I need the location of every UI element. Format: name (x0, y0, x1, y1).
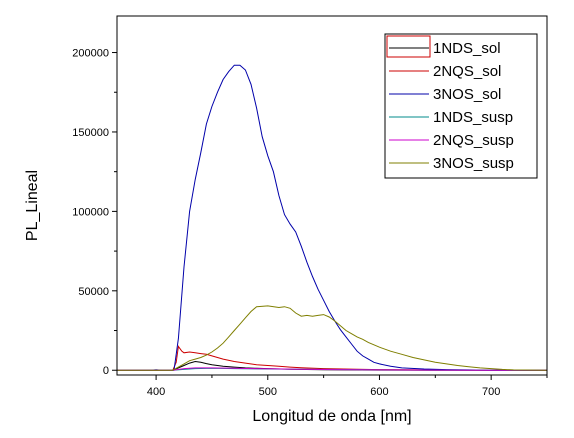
legend: 1NDS_sol 2NQS_sol 3NOS_sol 1NDS_susp 2NQS_su… (384, 33, 538, 179)
x-axis-ticks: 400 500 600 700 (147, 375, 548, 398)
legend-label: 2NQS_sol (433, 63, 501, 80)
y-tick-label: 200000 (72, 48, 109, 60)
y-axis-title: PL_Lineal (24, 170, 41, 241)
x-tick-label: 700 (482, 386, 500, 398)
y-tick-label: 150000 (72, 127, 109, 139)
series-line-3NOS_sol (117, 64, 547, 371)
x-tick-label: 600 (370, 386, 388, 398)
x-axis-title: Longitud de onda [nm] (252, 408, 411, 425)
legend-selection-frame (386, 35, 431, 58)
plot-lines (117, 64, 548, 371)
legend-box (384, 33, 538, 179)
series-line-3NOS_susp (117, 305, 548, 371)
x-tick-label: 400 (147, 386, 165, 398)
legend-label: 1NDS_susp (433, 109, 513, 126)
legend-label: 1NDS_sol (433, 40, 501, 57)
legend-label: 2NQS_susp (433, 132, 514, 149)
series-line-2NQS_susp (117, 367, 547, 371)
y-tick-label: 0 (103, 365, 109, 377)
x-tick-label: 500 (259, 386, 277, 398)
y-tick-label: 100000 (72, 206, 109, 218)
y-axis-ticks: 0 50000 100000 150000 200000 (72, 48, 117, 377)
legend-label: 3NOS_susp (433, 155, 514, 172)
y-tick-label: 50000 (78, 286, 109, 298)
legend-label: 3NOS_sol (433, 86, 501, 103)
plot-frame (116, 15, 548, 376)
